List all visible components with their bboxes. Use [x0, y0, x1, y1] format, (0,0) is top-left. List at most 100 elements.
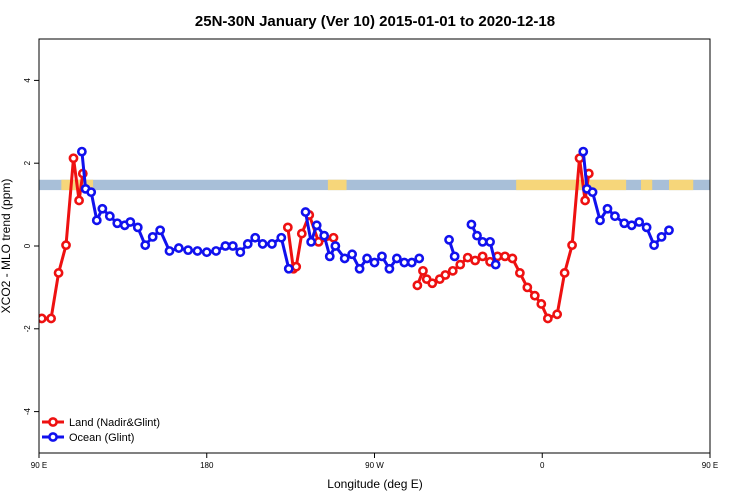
data-point [522, 282, 533, 293]
data-point [567, 240, 577, 251]
data-point [257, 239, 268, 249]
data-point [330, 241, 341, 251]
data-point [656, 231, 667, 242]
data-point [462, 252, 473, 263]
data-point [580, 195, 591, 206]
data-point [472, 230, 482, 241]
data-point [477, 251, 488, 262]
data-point [328, 232, 339, 243]
data-point [235, 247, 246, 258]
series-land [39, 153, 594, 324]
data-point [140, 240, 151, 251]
data-point [125, 217, 136, 227]
data-point [319, 230, 330, 241]
y-axis-label: XCO2 - MLO trend (ppm) [0, 179, 13, 314]
land-band-segment [668, 179, 694, 191]
data-point [147, 231, 158, 242]
data-point [164, 246, 175, 256]
data-point [619, 218, 630, 229]
x-axis-label: Longitude (deg E) [327, 477, 422, 491]
data-point [470, 255, 481, 266]
x-tick-label: 0 [540, 461, 545, 470]
data-point [634, 217, 645, 227]
y-tick-label: -2 [23, 325, 32, 333]
data-point [578, 146, 589, 157]
x-tick-label: 90 E [702, 461, 718, 470]
data-point [649, 240, 659, 251]
data-point [664, 225, 674, 236]
data-point [485, 236, 495, 247]
data-point [477, 236, 488, 247]
legend-label: Ocean (Glint) [69, 432, 134, 444]
y-tick-label: 4 [23, 78, 32, 83]
data-point [183, 245, 194, 256]
data-point [61, 240, 71, 251]
data-point [542, 313, 553, 324]
data-point [53, 268, 64, 278]
data-point [500, 251, 510, 262]
data-point [173, 243, 184, 253]
data-point [449, 251, 460, 262]
data-point [242, 239, 253, 249]
data-point [384, 263, 395, 274]
x-tick-label: 90 W [365, 461, 384, 470]
series-ocean [76, 146, 674, 274]
data-point [306, 236, 317, 247]
x-tick-label: 90 E [31, 461, 47, 470]
y-tick-label: 2 [23, 160, 32, 165]
data-point [311, 220, 322, 231]
data-point [455, 259, 466, 270]
data-point [490, 259, 501, 270]
x-axis: 90 E 180 90 W 0 90 E [31, 453, 718, 470]
data-point [414, 253, 425, 264]
data-point [201, 247, 212, 258]
y-tick-label: 0 [23, 243, 32, 248]
data-point [347, 249, 358, 260]
data-point [283, 263, 294, 274]
data-point [97, 203, 108, 214]
data-point [46, 313, 57, 324]
data-point [602, 203, 613, 214]
data-point [267, 239, 277, 249]
data-point [444, 234, 454, 245]
data-point [507, 253, 518, 264]
legend-swatch-marker [48, 432, 58, 442]
data-point [86, 187, 97, 198]
data-point [377, 251, 387, 262]
data-point [447, 265, 458, 276]
data-point [39, 313, 47, 324]
data-point [74, 195, 84, 206]
land-band-segment [516, 179, 627, 191]
data-point [514, 268, 525, 278]
data-point [552, 309, 563, 320]
data-point [587, 187, 598, 198]
data-point [418, 265, 428, 276]
data-point [339, 253, 350, 264]
plot-frame [38, 38, 711, 454]
data-point [300, 207, 311, 217]
x-tick-label: 180 [200, 461, 214, 470]
data-point [112, 218, 123, 229]
data-point [559, 268, 570, 278]
data-point [324, 251, 335, 262]
data-point [250, 232, 261, 243]
data-point [211, 246, 221, 256]
land-band-segment [641, 179, 653, 191]
series-layer [39, 146, 674, 324]
data-point [440, 270, 451, 280]
data-point [362, 253, 372, 264]
data-point [595, 215, 605, 226]
data-point [132, 222, 143, 233]
data-point [76, 146, 87, 157]
legend-label: Land (Nadir&Glint) [69, 417, 160, 429]
data-point [192, 246, 203, 256]
data-point [296, 228, 307, 239]
data-point [610, 211, 620, 222]
data-point [536, 299, 547, 309]
data-point [282, 222, 293, 233]
data-point [399, 257, 410, 268]
data-point [68, 153, 79, 164]
data-point [104, 211, 115, 222]
data-point [427, 278, 438, 289]
